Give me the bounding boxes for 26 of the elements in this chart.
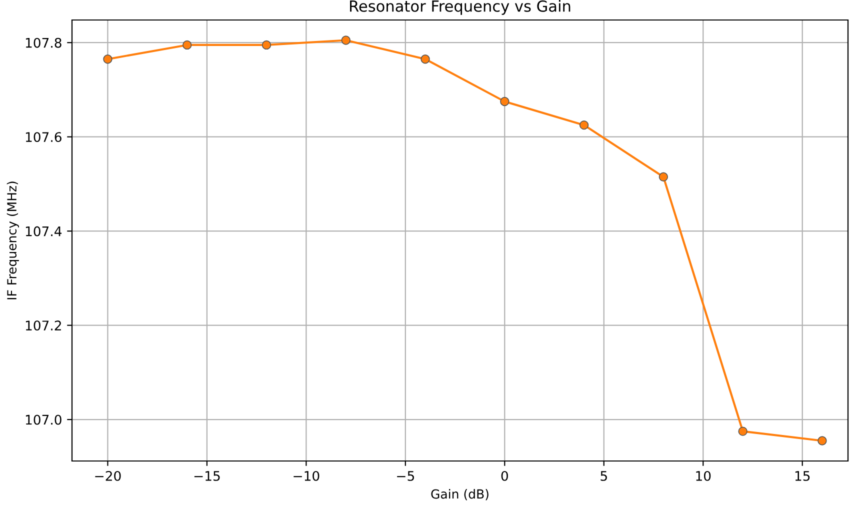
x-tick-label: −20 — [95, 470, 121, 481]
x-tick-label: −15 — [194, 471, 220, 481]
y-tick-label: 107.0 — [26, 414, 62, 425]
y-tick-label: 107.8 — [26, 38, 62, 48]
point — [579, 120, 589, 130]
point — [658, 172, 668, 182]
y-axis-title: IF Frequency (MHz) — [6, 182, 19, 300]
x-axis-title: Gain (dB) — [431, 489, 488, 500]
y-tick-label: 107.2 — [26, 320, 61, 331]
y-tick-label: 107.4 — [26, 226, 62, 236]
y-tick-label: 107.6 — [26, 132, 62, 142]
point — [341, 36, 350, 45]
point — [420, 54, 430, 64]
x-tick-label: −10 — [294, 470, 320, 481]
point — [500, 96, 510, 106]
point — [818, 436, 827, 446]
x-tick-label: −5 — [397, 471, 414, 481]
point — [103, 54, 112, 64]
point — [182, 40, 192, 50]
x-tick-label: 0 — [501, 470, 508, 481]
point — [262, 40, 272, 50]
point — [738, 426, 748, 436]
x-tick-label: 10 — [696, 470, 711, 481]
x-tick-label: 5 — [600, 471, 607, 481]
chart-title: Resonator Frequency vs Gain — [350, 0, 570, 15]
x-tick-label: 15 — [795, 471, 810, 481]
